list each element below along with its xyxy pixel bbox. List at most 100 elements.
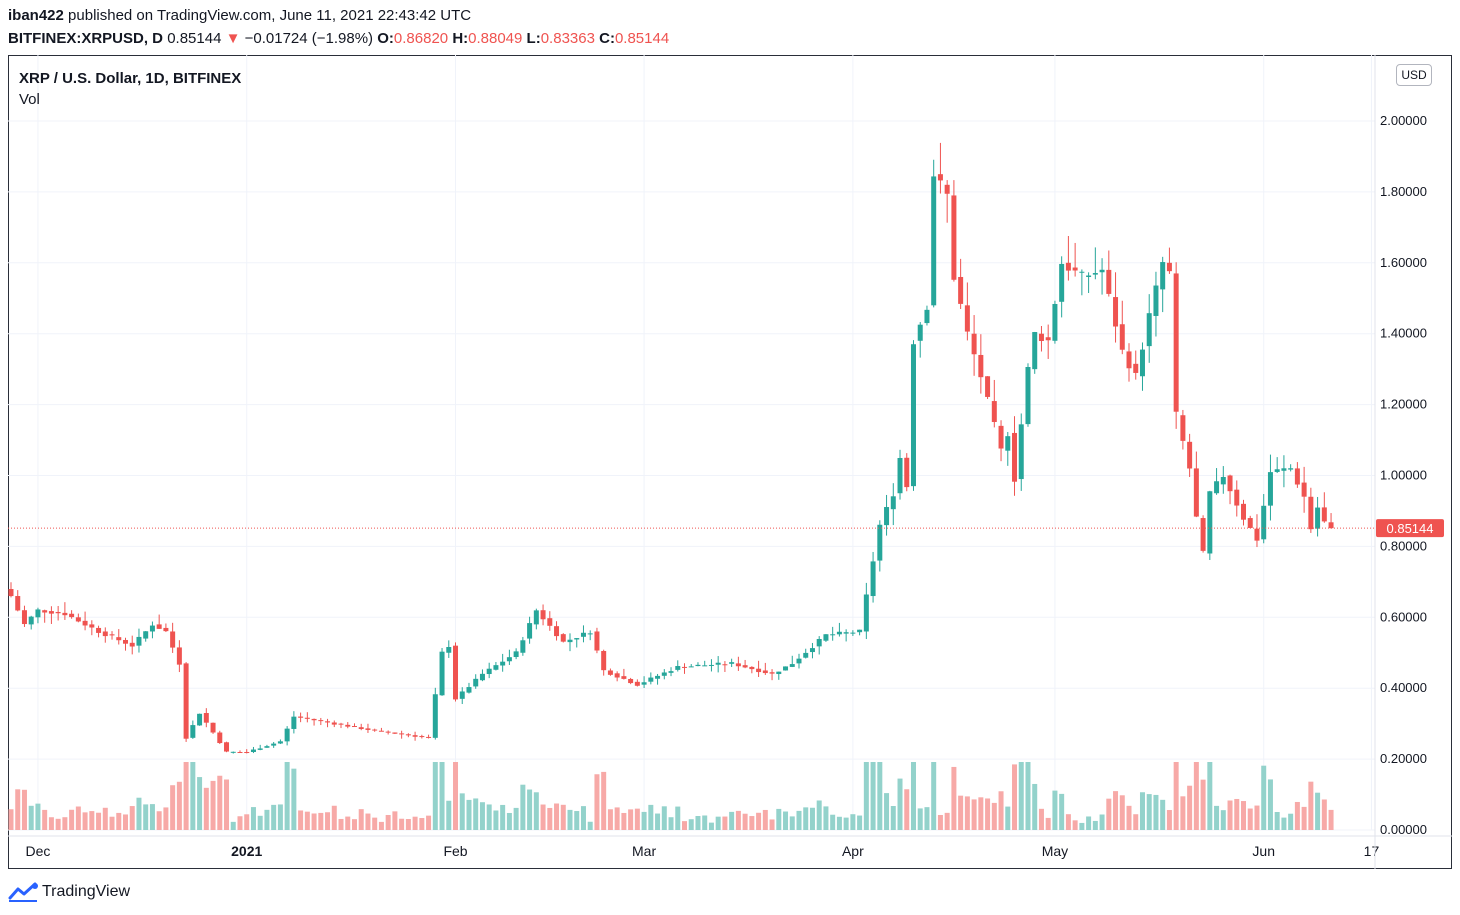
- candle-body: [1267, 472, 1273, 506]
- volume-bar: [1234, 798, 1240, 830]
- candle-body: [1288, 468, 1294, 470]
- candle-body: [951, 195, 957, 280]
- volume-bar: [325, 812, 331, 830]
- y-tick-label: 0.20000: [1380, 751, 1427, 766]
- volume-bar: [1025, 762, 1031, 830]
- candle-body: [1241, 503, 1247, 520]
- volume-bar: [351, 819, 357, 830]
- candle-body: [540, 610, 546, 620]
- volume-bar: [823, 806, 829, 830]
- volume-bar: [708, 822, 714, 830]
- volume-bar: [520, 784, 526, 830]
- candle-body: [197, 713, 203, 726]
- tradingview-logo[interactable]: TradingView: [8, 880, 130, 904]
- candle-body: [1072, 267, 1078, 271]
- volume-bar: [412, 816, 418, 830]
- candle-body: [1180, 415, 1186, 441]
- volume-bar: [224, 779, 230, 830]
- volume-bar: [358, 809, 364, 830]
- candle-body: [527, 623, 533, 639]
- low-value: 0.83363: [540, 30, 595, 47]
- candle-body: [156, 624, 162, 629]
- volume-bar: [850, 814, 856, 830]
- volume-bar: [843, 817, 849, 830]
- candle-body: [1220, 476, 1226, 485]
- low-label: L:: [526, 30, 541, 47]
- volume-bar: [1187, 785, 1193, 830]
- candle-body: [500, 661, 506, 666]
- volume-bar: [385, 814, 391, 830]
- volume-bar: [890, 805, 896, 830]
- candle-body: [1153, 285, 1159, 316]
- currency-button[interactable]: USD: [1396, 64, 1432, 86]
- volume-bar: [917, 808, 923, 830]
- tradingview-brand: TradingView: [42, 883, 131, 900]
- volume-bar: [863, 762, 869, 830]
- volume-bar: [35, 803, 41, 830]
- x-tick-label: Jun: [1252, 843, 1275, 859]
- volume-bar: [1032, 783, 1038, 830]
- volume-bar: [1065, 814, 1071, 830]
- candle-body: [735, 663, 741, 667]
- volume-bar: [877, 762, 883, 830]
- volume-bar: [796, 810, 802, 830]
- candle-body: [843, 632, 849, 634]
- candle-body: [284, 728, 290, 742]
- volume-bar: [176, 781, 182, 830]
- candle-body: [244, 752, 250, 754]
- candle-body: [224, 742, 230, 752]
- candle-body: [958, 276, 964, 304]
- candle-body: [1207, 491, 1213, 554]
- candle-body: [466, 687, 472, 693]
- candle-body: [1086, 275, 1092, 277]
- candle-body: [1308, 496, 1314, 530]
- author-name[interactable]: iban422: [8, 7, 64, 24]
- volume-bar: [1086, 816, 1092, 830]
- volume-bar: [607, 809, 613, 830]
- volume-bar: [473, 798, 479, 830]
- volume-bar: [446, 800, 452, 830]
- volume-bar: [937, 814, 943, 830]
- candle-body: [816, 638, 822, 647]
- volume-bar: [466, 799, 472, 830]
- candle-body: [69, 613, 75, 618]
- candle-body: [1052, 303, 1058, 341]
- candle-body: [607, 670, 613, 675]
- candle-body: [601, 650, 607, 671]
- y-tick-label: 1.80000: [1380, 184, 1427, 199]
- close-label: C:: [599, 30, 615, 47]
- volume-bar: [1153, 794, 1159, 830]
- volume-bar: [149, 804, 155, 830]
- candle-body: [143, 631, 149, 639]
- volume-bar: [250, 807, 256, 830]
- volume-bar: [1146, 794, 1152, 830]
- volume-bar: [15, 789, 21, 830]
- volume-bar: [897, 778, 903, 830]
- candle-body: [203, 713, 209, 723]
- candle-body: [345, 724, 351, 727]
- last-price-tag-label: 0.85144: [1387, 521, 1434, 536]
- candle-body: [1281, 468, 1287, 471]
- candle-body: [48, 611, 54, 614]
- candle-body: [776, 671, 782, 675]
- volume-bar: [1220, 810, 1226, 830]
- candle-body: [75, 617, 81, 622]
- volume-bar: [661, 806, 667, 830]
- candle-body: [42, 610, 48, 613]
- volume-bar: [432, 762, 438, 830]
- candle-body: [917, 324, 923, 341]
- volume-bar: [1308, 781, 1314, 830]
- x-tick-label: May: [1042, 843, 1068, 859]
- candle-body: [102, 631, 108, 637]
- volume-bar: [257, 815, 263, 830]
- candle-body: [1315, 507, 1321, 529]
- candle-body: [1254, 528, 1260, 541]
- volume-bar: [28, 805, 34, 830]
- volume-bar: [991, 802, 997, 830]
- candle-body: [15, 596, 21, 611]
- candle-body: [237, 752, 243, 754]
- candle-body: [554, 626, 560, 637]
- volume-bar: [8, 809, 14, 830]
- volume-bar: [1207, 762, 1213, 830]
- price-chart[interactable]: 2.00000 1.80000 1.60000 1.40000 1.20000 1.000…: [8, 55, 1452, 869]
